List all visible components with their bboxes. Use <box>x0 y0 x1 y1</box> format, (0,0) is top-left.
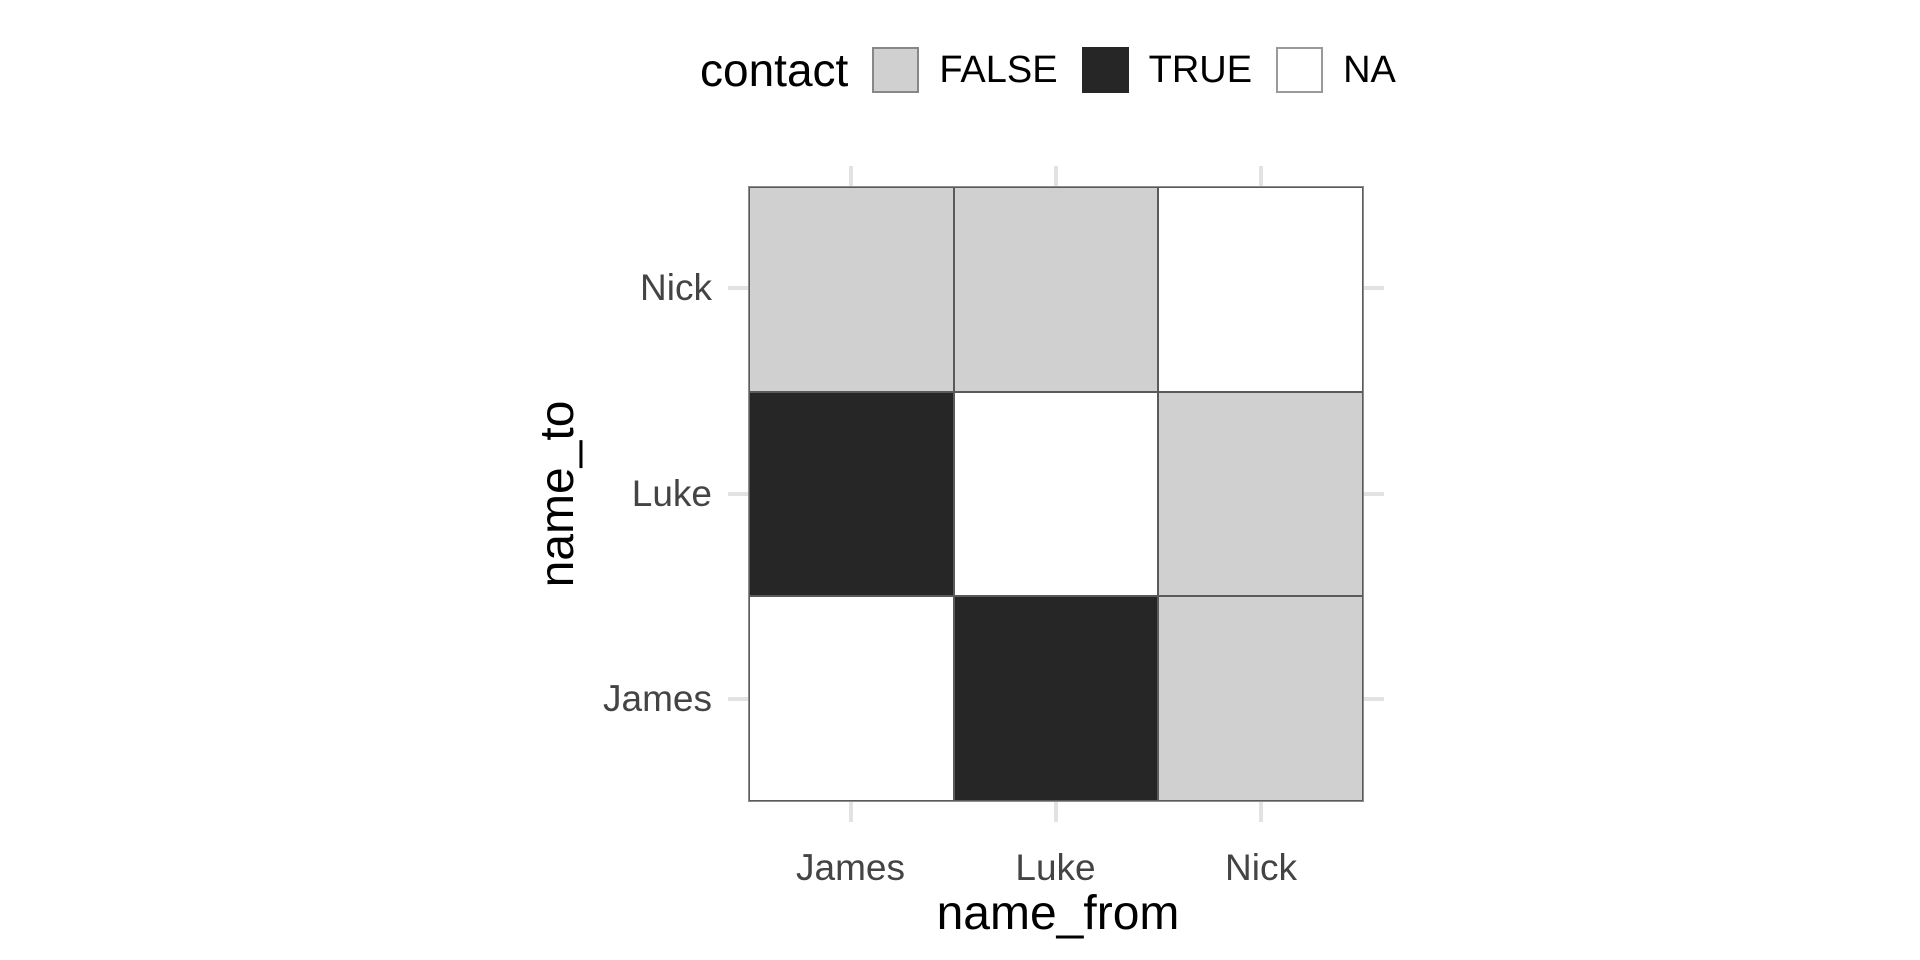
heatmap-panel <box>748 186 1364 802</box>
y-axis-tick-left <box>728 492 748 496</box>
legend-label-na: NA <box>1343 49 1396 91</box>
legend-swatch-na <box>1276 47 1324 93</box>
tile-from-luke-to-james <box>953 596 1159 801</box>
y-axis-tick-right <box>1364 697 1384 701</box>
legend-title: contact <box>700 44 849 96</box>
x-tick-label-nick: Nick <box>1225 847 1297 888</box>
tile-from-nick-to-james <box>1158 596 1363 801</box>
y-axis-tick-right <box>1364 286 1384 290</box>
x-axis-tick-top <box>1053 166 1058 186</box>
x-tick-label-luke: Luke <box>1015 847 1096 888</box>
y-axis-tick-left <box>728 286 748 290</box>
y-tick-label-nick: Nick <box>640 267 712 308</box>
legend-swatch-false <box>872 47 920 93</box>
y-axis-tick-right <box>1364 492 1384 496</box>
tile-from-james-to-luke <box>749 391 954 597</box>
x-tick-label-james: James <box>796 847 905 888</box>
x-axis-tick-top <box>1259 166 1263 186</box>
x-axis-tick-top <box>848 166 853 186</box>
tile-from-nick-to-nick <box>1158 187 1363 392</box>
tile-from-luke-to-nick <box>953 187 1159 392</box>
legend-swatch-true <box>1081 47 1129 93</box>
tile-from-james-to-james <box>749 596 954 801</box>
x-axis-tick-bottom <box>1053 802 1058 822</box>
x-axis-title: name_from <box>936 887 1180 940</box>
y-tick-label-luke: Luke <box>631 473 712 514</box>
legend-item-true: TRUE <box>1081 47 1253 93</box>
legend-label-false: FALSE <box>939 49 1058 91</box>
tile-from-nick-to-luke <box>1158 391 1363 597</box>
legend: contact FALSE TRUE NA <box>700 47 1396 93</box>
legend-item-false: FALSE <box>872 47 1058 93</box>
y-axis-tick-left <box>728 697 748 701</box>
legend-label-true: TRUE <box>1148 49 1253 91</box>
tile-from-james-to-nick <box>749 187 954 392</box>
legend-item-na: NA <box>1276 47 1396 93</box>
y-tick-label-james: James <box>603 678 712 719</box>
tile-from-luke-to-luke <box>953 391 1159 597</box>
x-axis-tick-bottom <box>1259 802 1263 822</box>
x-axis-tick-bottom <box>848 802 853 822</box>
